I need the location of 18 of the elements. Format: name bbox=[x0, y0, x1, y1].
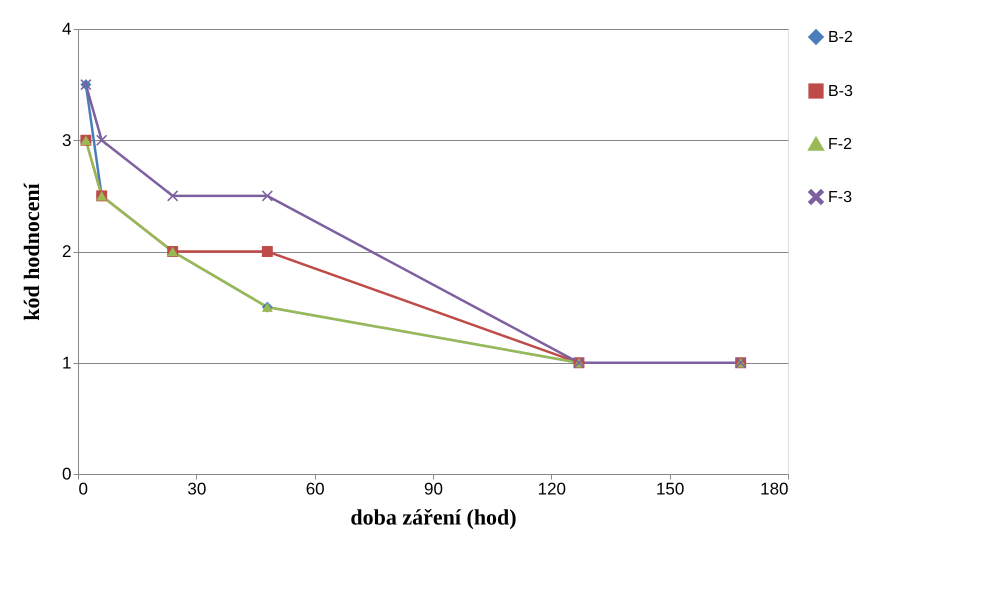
legend-label: B-2 bbox=[828, 29, 853, 46]
x-tick-label: 30 bbox=[187, 480, 206, 498]
legend-label: B-3 bbox=[828, 83, 853, 100]
y-tick-label: 0 bbox=[62, 464, 72, 484]
x-tick-label: 60 bbox=[306, 480, 325, 498]
x-tick-label: 180 bbox=[760, 480, 788, 498]
y-axis-title: kód hodnocení bbox=[19, 182, 44, 321]
x-tick-label: 120 bbox=[538, 480, 566, 498]
x-tick-label: 90 bbox=[424, 480, 443, 498]
legend-label: F-3 bbox=[828, 189, 852, 206]
y-tick-label: 3 bbox=[62, 130, 72, 150]
y-tick-label: 1 bbox=[62, 353, 72, 372]
x-tick-label: 150 bbox=[656, 480, 684, 498]
legend-label: F-2 bbox=[828, 136, 852, 153]
y-tick-label: 2 bbox=[62, 242, 72, 261]
y-tick-label: 4 bbox=[62, 20, 72, 38]
x-tick-label: 0 bbox=[78, 480, 88, 498]
x-axis-title: doba záření (hod) bbox=[350, 504, 517, 530]
